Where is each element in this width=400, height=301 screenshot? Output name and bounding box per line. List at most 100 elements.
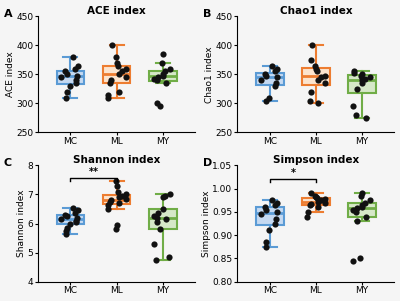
Point — [166, 255, 172, 259]
Point — [122, 192, 129, 197]
Point — [309, 43, 315, 48]
Point — [160, 206, 166, 211]
Point — [116, 201, 122, 206]
Point — [160, 72, 166, 77]
Point — [116, 89, 122, 94]
Point — [113, 227, 119, 232]
Point — [269, 198, 275, 203]
Point — [70, 205, 76, 210]
Point — [62, 69, 68, 74]
Text: C: C — [4, 158, 12, 169]
Point — [266, 95, 272, 100]
Point — [350, 258, 356, 263]
Point — [62, 213, 68, 217]
Y-axis label: Shannon index: Shannon index — [17, 190, 26, 257]
Point — [266, 228, 272, 233]
Point — [359, 191, 366, 196]
Point — [163, 81, 170, 85]
Text: **: ** — [88, 167, 98, 177]
Text: B: B — [203, 9, 211, 19]
Point — [312, 63, 318, 68]
Point — [354, 206, 361, 211]
Point — [73, 81, 79, 85]
Title: ACE index: ACE index — [87, 5, 146, 16]
Point — [159, 61, 165, 65]
Point — [58, 217, 64, 222]
Point — [119, 194, 125, 198]
Title: Chao1 index: Chao1 index — [280, 5, 352, 16]
Point — [367, 198, 373, 203]
PathPatch shape — [103, 195, 130, 204]
Point — [308, 191, 314, 196]
Point — [119, 69, 125, 74]
Point — [162, 194, 168, 198]
Point — [350, 207, 356, 212]
Point — [308, 89, 314, 94]
Point — [359, 72, 366, 77]
Point — [313, 195, 319, 200]
Point — [66, 84, 73, 88]
Point — [70, 54, 76, 59]
Point — [272, 216, 279, 221]
Point — [362, 116, 369, 120]
Point — [154, 215, 160, 220]
Point — [112, 54, 119, 59]
Point — [356, 256, 363, 261]
PathPatch shape — [256, 207, 284, 225]
Point — [72, 211, 79, 216]
Point — [107, 81, 114, 85]
Title: Simpson index: Simpson index — [273, 155, 359, 165]
Point — [122, 66, 129, 71]
Point — [114, 61, 120, 65]
Point — [358, 193, 365, 198]
Point — [322, 81, 328, 85]
Y-axis label: Simpson index: Simpson index — [202, 190, 211, 257]
Point — [306, 203, 313, 207]
Point — [163, 217, 170, 222]
Point — [308, 201, 314, 206]
Point — [160, 52, 166, 57]
Point — [272, 221, 278, 226]
Point — [274, 66, 280, 71]
Point — [109, 43, 115, 48]
Point — [63, 231, 69, 236]
Y-axis label: Chao1 index: Chao1 index — [205, 46, 214, 103]
Point — [150, 77, 157, 82]
Text: A: A — [4, 9, 12, 19]
PathPatch shape — [149, 209, 177, 229]
Point — [263, 207, 269, 212]
Point — [350, 69, 357, 74]
Point — [350, 104, 356, 109]
Point — [108, 198, 114, 203]
Point — [362, 214, 369, 219]
Point — [105, 92, 111, 97]
Point — [167, 66, 174, 71]
PathPatch shape — [149, 71, 177, 81]
Point — [354, 86, 361, 91]
Point — [315, 199, 321, 204]
Point — [74, 215, 80, 220]
Point — [105, 95, 111, 100]
Point — [112, 179, 119, 184]
Point — [64, 89, 70, 94]
Point — [122, 75, 129, 80]
Point — [73, 220, 79, 225]
Point — [353, 113, 360, 117]
Point — [353, 209, 360, 214]
Point — [114, 222, 120, 227]
Point — [322, 197, 328, 201]
Point — [160, 195, 166, 200]
Point — [258, 78, 264, 82]
Text: *: * — [290, 168, 295, 178]
PathPatch shape — [56, 215, 84, 224]
Point — [63, 95, 70, 100]
Point — [358, 73, 365, 78]
Point — [154, 220, 160, 225]
Point — [359, 205, 365, 210]
Point — [157, 104, 164, 109]
Point — [155, 75, 161, 80]
Point — [162, 69, 168, 74]
Point — [108, 78, 114, 82]
Point — [262, 205, 268, 210]
Point — [308, 57, 314, 62]
